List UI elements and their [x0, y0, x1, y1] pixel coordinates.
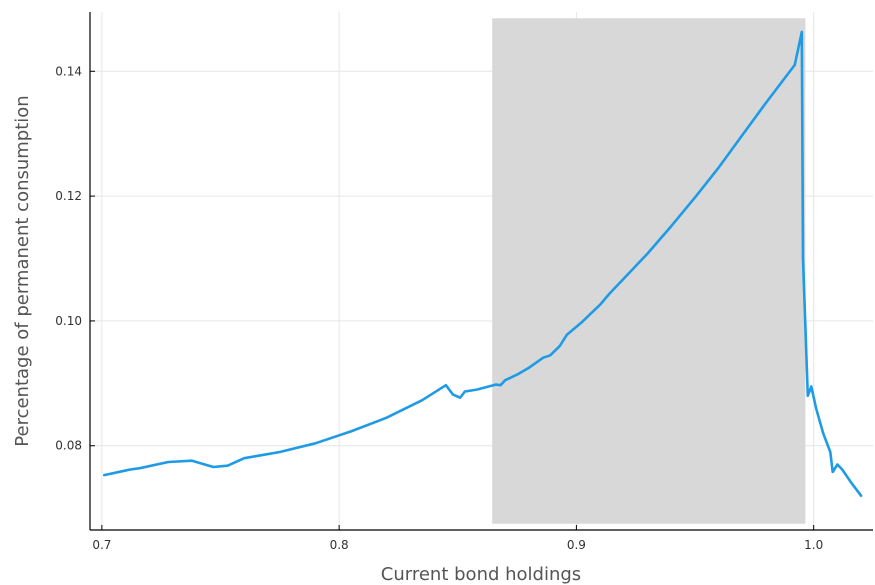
y-tick-label: 0.12 — [55, 189, 82, 203]
y-tick-label: 0.08 — [55, 439, 82, 453]
y-axis-label: Percentage of permanent consumption — [12, 95, 33, 446]
x-tick-label: 1.0 — [804, 538, 823, 552]
y-tick-label: 0.14 — [55, 64, 82, 78]
series-line — [102, 30, 863, 498]
y-ticks: 0.08 0.10 0.12 0.14 — [55, 64, 95, 453]
x-tick-label: 0.7 — [92, 538, 111, 552]
x-tick-label: 0.8 — [330, 538, 349, 552]
shaded-region — [492, 18, 806, 524]
x-ticks: 0.7 0.8 0.9 1.0 — [92, 525, 823, 552]
x-tick-label: 0.9 — [567, 538, 586, 552]
y-tick-label: 0.10 — [55, 314, 82, 328]
series-lines — [102, 30, 863, 498]
shaded-rect — [492, 18, 806, 524]
x-axis-label: Current bond holdings — [381, 564, 581, 585]
axes — [89, 12, 873, 531]
